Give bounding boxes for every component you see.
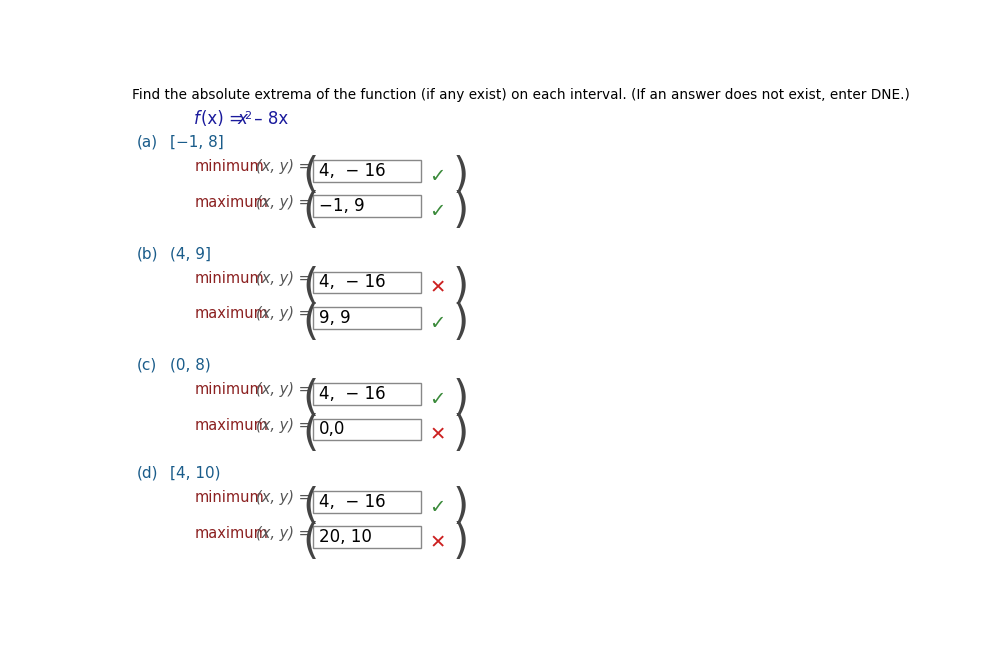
Bar (313, 526, 421, 548)
Text: maximum: maximum (195, 526, 269, 541)
Bar (313, 271, 421, 293)
Text: ✓: ✓ (429, 498, 445, 517)
Text: Find the absolute extrema of the function (if any exist) on each interval. (If a: Find the absolute extrema of the functio… (132, 87, 910, 101)
Text: – 8x: – 8x (249, 110, 289, 128)
Text: ): ) (452, 378, 468, 420)
Text: (: ( (302, 302, 318, 343)
Text: (x, y) =: (x, y) = (256, 306, 311, 321)
Bar (313, 491, 421, 513)
Text: ): ) (452, 266, 468, 308)
Bar (313, 419, 421, 440)
Text: [4, 10): [4, 10) (170, 466, 220, 480)
Text: (x, y) =: (x, y) = (256, 271, 311, 286)
Text: ): ) (452, 155, 468, 197)
Text: f: f (193, 110, 199, 128)
Text: (x) =: (x) = (200, 110, 247, 128)
Text: (x, y) =: (x, y) = (256, 526, 311, 541)
Text: (4, 9]: (4, 9] (170, 246, 211, 261)
Text: (: ( (302, 486, 318, 528)
Text: (: ( (302, 521, 318, 563)
Text: ): ) (452, 486, 468, 528)
Text: (: ( (302, 190, 318, 232)
Text: ): ) (452, 521, 468, 563)
Text: ✓: ✓ (429, 167, 445, 186)
Text: maximum: maximum (195, 306, 269, 321)
Text: ): ) (452, 302, 468, 343)
Text: minimum: minimum (195, 491, 265, 505)
Text: 4,  − 16: 4, − 16 (319, 162, 386, 179)
Text: (x, y) =: (x, y) = (256, 159, 311, 174)
Text: (: ( (302, 378, 318, 420)
Text: (x, y) =: (x, y) = (256, 418, 311, 433)
Text: [−1, 8]: [−1, 8] (170, 134, 223, 150)
Text: (c): (c) (137, 358, 157, 373)
Text: 2: 2 (243, 112, 250, 122)
Text: (x, y) =: (x, y) = (256, 382, 311, 397)
Text: (x, y) =: (x, y) = (256, 491, 311, 505)
Bar (313, 307, 421, 329)
Text: ): ) (452, 413, 468, 456)
Text: ✓: ✓ (429, 314, 445, 333)
Text: x: x (236, 110, 246, 128)
Text: ✕: ✕ (429, 425, 445, 445)
Text: minimum: minimum (195, 271, 265, 286)
Text: (d): (d) (137, 466, 158, 480)
Text: 4,  − 16: 4, − 16 (319, 493, 386, 511)
Text: ): ) (452, 190, 468, 232)
Text: (: ( (302, 413, 318, 456)
Text: (: ( (302, 155, 318, 197)
Text: (a): (a) (137, 134, 158, 150)
Text: ✕: ✕ (429, 278, 445, 298)
Text: (x, y) =: (x, y) = (256, 195, 311, 210)
Text: (b): (b) (137, 246, 158, 261)
Bar (313, 196, 421, 217)
Text: ✓: ✓ (429, 390, 445, 409)
Text: 4,  − 16: 4, − 16 (319, 274, 386, 292)
Text: ✓: ✓ (429, 202, 445, 221)
Text: minimum: minimum (195, 159, 265, 174)
Bar (313, 160, 421, 181)
Text: −1, 9: −1, 9 (319, 197, 365, 215)
Text: maximum: maximum (195, 418, 269, 433)
Text: 20, 10: 20, 10 (319, 528, 372, 546)
Text: maximum: maximum (195, 195, 269, 210)
Text: ✕: ✕ (429, 534, 445, 552)
Text: minimum: minimum (195, 382, 265, 397)
Text: (0, 8): (0, 8) (170, 358, 210, 373)
Text: (: ( (302, 266, 318, 308)
Bar (313, 383, 421, 405)
Text: 4,  − 16: 4, − 16 (319, 385, 386, 403)
Text: 9, 9: 9, 9 (319, 309, 351, 327)
Text: 0,0: 0,0 (319, 421, 345, 438)
